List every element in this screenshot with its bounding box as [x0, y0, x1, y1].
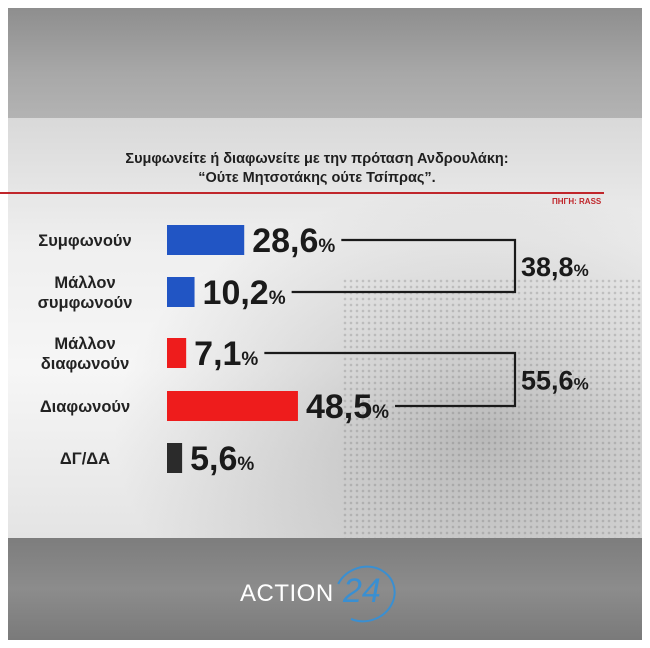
- category-label-line: συμφωνούν: [37, 294, 133, 312]
- group-total-number: 38,8: [521, 252, 574, 282]
- category-label-line: ΔΓ/ΔΑ: [59, 450, 111, 468]
- value-unit: %: [241, 349, 258, 370]
- bar: [167, 391, 298, 421]
- bar: [167, 443, 183, 473]
- category-label: ΔΓ/ΔΑ: [10, 449, 160, 469]
- group-total-number: 55,6: [521, 366, 574, 396]
- value-label: 10,2%: [203, 274, 286, 312]
- action24-logo: ACTION 24: [240, 557, 410, 631]
- top-background: [8, 8, 642, 118]
- source-note: ΠΗΓΗ: RASS: [552, 197, 602, 206]
- logo-text: ACTION: [240, 580, 334, 607]
- category-label-line: Μάλλον: [54, 274, 116, 292]
- value-number: 48,5: [306, 388, 372, 426]
- value-label: 5,6%: [190, 440, 254, 478]
- title-line-1: Συμφωνείτε ή διαφωνείτε με την πρόταση Α…: [125, 151, 509, 167]
- title-divider: [0, 192, 604, 194]
- value-number: 5,6: [190, 440, 237, 478]
- group-total-label: 38,8%: [521, 252, 589, 282]
- value-number: 10,2: [203, 274, 269, 312]
- chart-panel: [8, 118, 642, 538]
- logo-number: 24: [343, 572, 381, 610]
- title-line-2: “Ούτε Μητσοτάκης ούτε Τσίπρας”.: [198, 170, 436, 186]
- group-bracket: [291, 238, 517, 294]
- bar: [167, 338, 187, 368]
- value-unit: %: [318, 236, 335, 257]
- value-number: 28,6: [252, 222, 318, 260]
- category-label: Συμφωνούν: [10, 231, 160, 251]
- category-label: Μάλλον συμφωνούν: [10, 273, 160, 313]
- group-total-label: 55,6%: [521, 366, 589, 396]
- category-label-line: διαφωνούν: [40, 355, 130, 373]
- value-unit: %: [269, 288, 286, 309]
- value-label: 48,5%: [306, 388, 389, 426]
- category-label: Μάλλον διαφωνούν: [10, 334, 160, 374]
- category-label: Διαφωνούν: [10, 397, 160, 417]
- value-unit: %: [237, 454, 254, 475]
- category-label-line: Μάλλον: [54, 335, 116, 353]
- value-label: 7,1%: [194, 335, 258, 373]
- group-total-unit: %: [574, 261, 589, 280]
- group-bracket: [264, 351, 517, 408]
- value-label: 28,6%: [252, 222, 335, 260]
- chart-title: Συμφωνείτε ή διαφωνείτε με την πρόταση Α…: [0, 150, 634, 188]
- value-number: 7,1: [194, 335, 241, 373]
- footer-band: [8, 538, 642, 640]
- category-label-line: Διαφωνούν: [39, 398, 131, 416]
- infographic-frame: [8, 8, 642, 640]
- group-total-unit: %: [574, 375, 589, 394]
- value-unit: %: [372, 402, 389, 423]
- bar: [167, 225, 245, 255]
- category-label-line: Συμφωνούν: [38, 232, 132, 250]
- dot-pattern: [342, 278, 642, 538]
- bar: [167, 277, 195, 307]
